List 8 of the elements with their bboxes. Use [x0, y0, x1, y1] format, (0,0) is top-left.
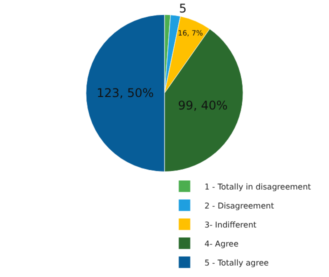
data-label: 99, 40%	[178, 98, 228, 112]
legend-label: 2 - Disagreement	[204, 201, 274, 210]
legend-label: 3- Indifferent	[204, 220, 256, 230]
data-label: 123, 50%	[96, 86, 154, 100]
legend-label: 4- Agree	[204, 239, 239, 248]
legend-label: 5 - Totally agree	[204, 258, 269, 268]
legend-label: 1 - Totally in disagreement	[204, 182, 311, 192]
data-label: 5	[178, 2, 187, 16]
